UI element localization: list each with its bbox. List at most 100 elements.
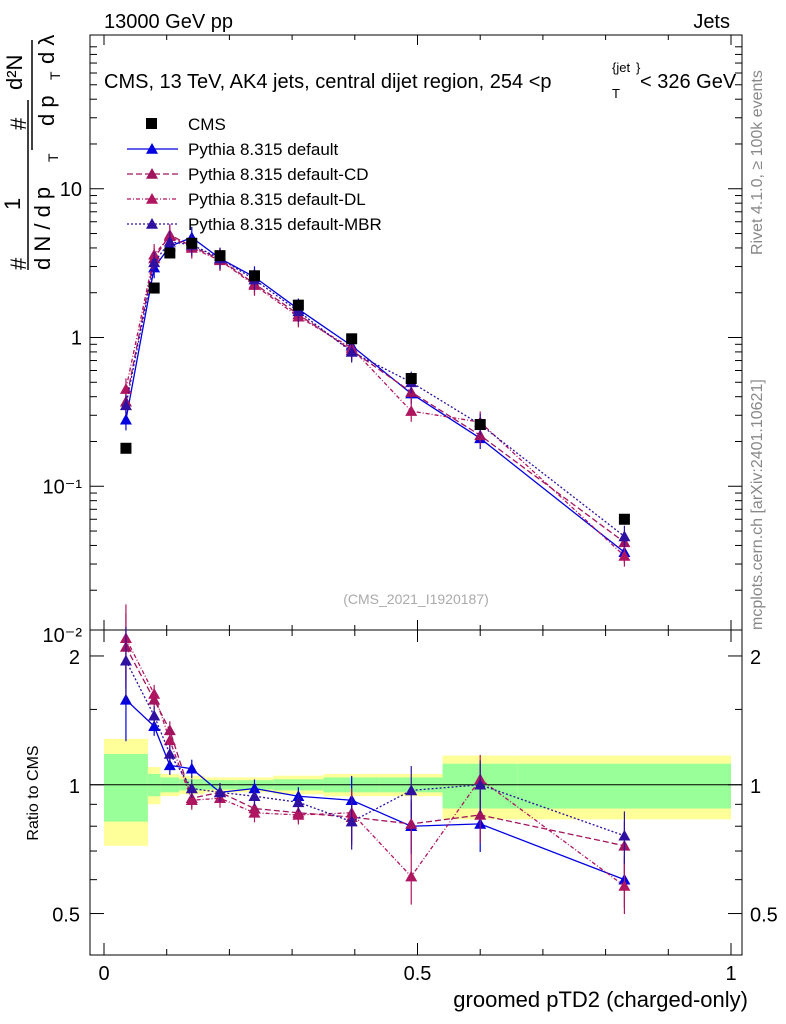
series-point bbox=[292, 305, 305, 317]
ratio-line-3 bbox=[125, 660, 625, 837]
legend-label-1: Pythia 8.315 default-CD bbox=[188, 165, 369, 184]
ratio-point bbox=[148, 709, 161, 721]
ylabel-t2: T bbox=[47, 71, 63, 80]
series-point bbox=[618, 549, 631, 561]
series-point bbox=[163, 235, 176, 247]
legend-marker-2 bbox=[146, 193, 158, 204]
ratio-series bbox=[119, 604, 631, 914]
ratio-point bbox=[474, 808, 487, 820]
ylabel-hash: # bbox=[6, 257, 31, 270]
cms-point bbox=[405, 373, 417, 385]
x-axis-label: groomed pTD2 (charged-only) bbox=[453, 987, 748, 1012]
ratio-y-tick-label-right: 1 bbox=[750, 776, 761, 798]
ratio-point bbox=[119, 654, 132, 666]
ylabel-dn: d N / d p bbox=[30, 187, 55, 270]
cms-point bbox=[618, 513, 630, 525]
ratio-y-tick-label: 2 bbox=[69, 647, 80, 669]
ratio-point bbox=[185, 782, 198, 794]
ratio-panel-frame bbox=[89, 629, 743, 956]
legend-marker-3 bbox=[146, 218, 158, 229]
legend-label-3: Pythia 8.315 default-MBR bbox=[188, 215, 382, 234]
series-line-3 bbox=[125, 241, 625, 537]
cms-point bbox=[248, 270, 260, 282]
series-point bbox=[345, 345, 358, 357]
ratio-point bbox=[248, 806, 261, 818]
legend-label-2: Pythia 8.315 default-DL bbox=[188, 190, 366, 209]
ratio-point bbox=[292, 808, 305, 820]
legend-label-0: Pythia 8.315 default bbox=[188, 140, 339, 159]
series-point bbox=[119, 383, 132, 394]
series-point bbox=[618, 530, 631, 542]
ratio-point bbox=[185, 794, 198, 806]
x-tick-label: 1 bbox=[725, 963, 736, 985]
ratio-point bbox=[405, 817, 418, 829]
plot-title: CMS, 13 TeV, AK4 jets, central dijet reg… bbox=[104, 60, 737, 101]
ratio-point bbox=[163, 734, 176, 746]
ratio-point bbox=[405, 870, 418, 882]
cms-point bbox=[148, 282, 160, 294]
ratio-point bbox=[148, 687, 161, 699]
ratio-point bbox=[185, 762, 198, 774]
cms-point bbox=[474, 419, 486, 431]
series-point bbox=[119, 399, 132, 411]
cms-point bbox=[120, 442, 132, 454]
ratio-point bbox=[618, 829, 631, 841]
ylabel-hash2: # bbox=[6, 117, 31, 130]
legend: CMS Pythia 8.315 default Pythia 8.315 defa… bbox=[127, 115, 382, 234]
series-point bbox=[148, 256, 161, 268]
cms-point bbox=[292, 299, 304, 311]
ylabel-one: 1 bbox=[0, 198, 25, 210]
title-main: CMS, 13 TeV, AK4 jets, central dijet reg… bbox=[104, 71, 552, 93]
ratio-point bbox=[213, 786, 226, 798]
band-stat bbox=[104, 754, 148, 822]
title-sup: {jet bbox=[612, 60, 630, 75]
side-label-bottom: mcplots.cern.ch [arXiv:2401.10621] bbox=[749, 379, 766, 630]
series-line-1 bbox=[125, 233, 625, 543]
main-y-tick-label: 10 bbox=[60, 179, 82, 201]
main-y-tick-label: 10⁻² bbox=[43, 625, 83, 647]
header-right: Jets bbox=[693, 11, 730, 33]
ratio-point bbox=[163, 748, 176, 759]
ylabel-dp: d p bbox=[34, 95, 59, 126]
ratio-y-label: Ratio to CMS bbox=[25, 745, 42, 840]
legend-cms-label: CMS bbox=[188, 115, 226, 134]
cms-point bbox=[164, 247, 176, 259]
watermark: (CMS_2021_I1920187) bbox=[343, 591, 489, 607]
ratio-point bbox=[345, 815, 358, 827]
ratio-point bbox=[618, 879, 631, 891]
ratio-point bbox=[248, 790, 261, 802]
main-y-tick-label: 1 bbox=[71, 328, 82, 350]
cms-point bbox=[214, 250, 226, 262]
band-stat bbox=[517, 763, 731, 809]
main-series bbox=[119, 224, 631, 567]
ratio-point bbox=[148, 720, 161, 732]
ratio-y-tick-label: 0.5 bbox=[52, 905, 80, 927]
series-point bbox=[119, 413, 132, 425]
ylabel-dlam: d λ bbox=[34, 35, 59, 64]
legend-cms-marker bbox=[146, 118, 157, 129]
title-tail: < 326 GeV bbox=[640, 71, 737, 93]
side-label-top: Rivet 4.1.0, ≥ 100k events bbox=[749, 70, 766, 255]
x-tick-label: 0 bbox=[98, 963, 109, 985]
legend-marker-0 bbox=[146, 143, 158, 154]
main-y-tick-label: 10⁻¹ bbox=[43, 476, 83, 498]
ratio-y-tick-label-right: 2 bbox=[750, 647, 761, 669]
title-sub: T bbox=[612, 86, 620, 101]
ratio-point bbox=[405, 784, 418, 796]
ylabel-t1: T bbox=[45, 153, 61, 162]
ratio-point bbox=[292, 796, 305, 808]
main-y-label: # 1 d N / d p T # d²N d p T d λ bbox=[0, 35, 63, 270]
axes: 0 0.5 1 10⁻² 10⁻¹ 1 10 0.5 0.5 1 1 2 2 bbox=[43, 35, 778, 985]
cms-point bbox=[186, 237, 198, 249]
ratio-line-1 bbox=[125, 646, 625, 847]
series-line-2 bbox=[125, 235, 625, 557]
ratio-y-tick-label-right: 0.5 bbox=[750, 905, 778, 927]
ratio-y-tick-label: 1 bbox=[69, 776, 80, 798]
series-line-0 bbox=[125, 236, 625, 553]
ratio-point bbox=[474, 778, 487, 790]
legend-marker-1 bbox=[146, 168, 158, 179]
series-point bbox=[405, 405, 418, 416]
title-sup2: } bbox=[636, 60, 641, 75]
ylabel-d2n: d²N bbox=[2, 55, 27, 90]
